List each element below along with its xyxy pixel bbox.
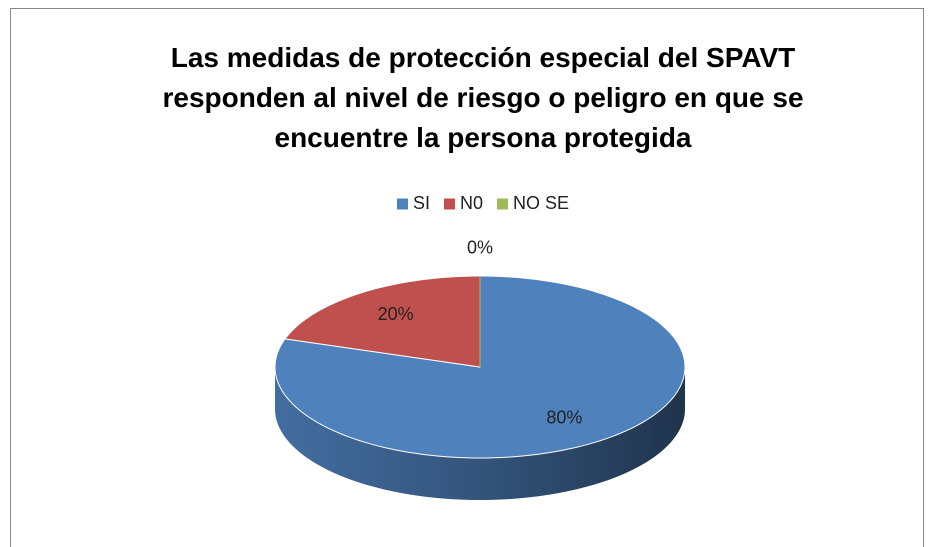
legend-swatch bbox=[443, 198, 455, 210]
pie-slice bbox=[284, 275, 481, 368]
chart-frame bbox=[10, 8, 924, 547]
legend-swatch bbox=[396, 198, 408, 210]
data-label: 0% bbox=[467, 237, 493, 257]
legend-label: NO SE bbox=[513, 193, 569, 213]
data-label: 80% bbox=[546, 407, 582, 427]
pie-side-shade bbox=[275, 367, 685, 500]
legend-swatch bbox=[497, 198, 509, 210]
legend-label: N0 bbox=[460, 193, 483, 213]
data-label: 20% bbox=[378, 304, 414, 324]
legend-label: SI bbox=[413, 193, 430, 213]
chart-title: Las medidas de protección especial del S… bbox=[162, 42, 804, 153]
